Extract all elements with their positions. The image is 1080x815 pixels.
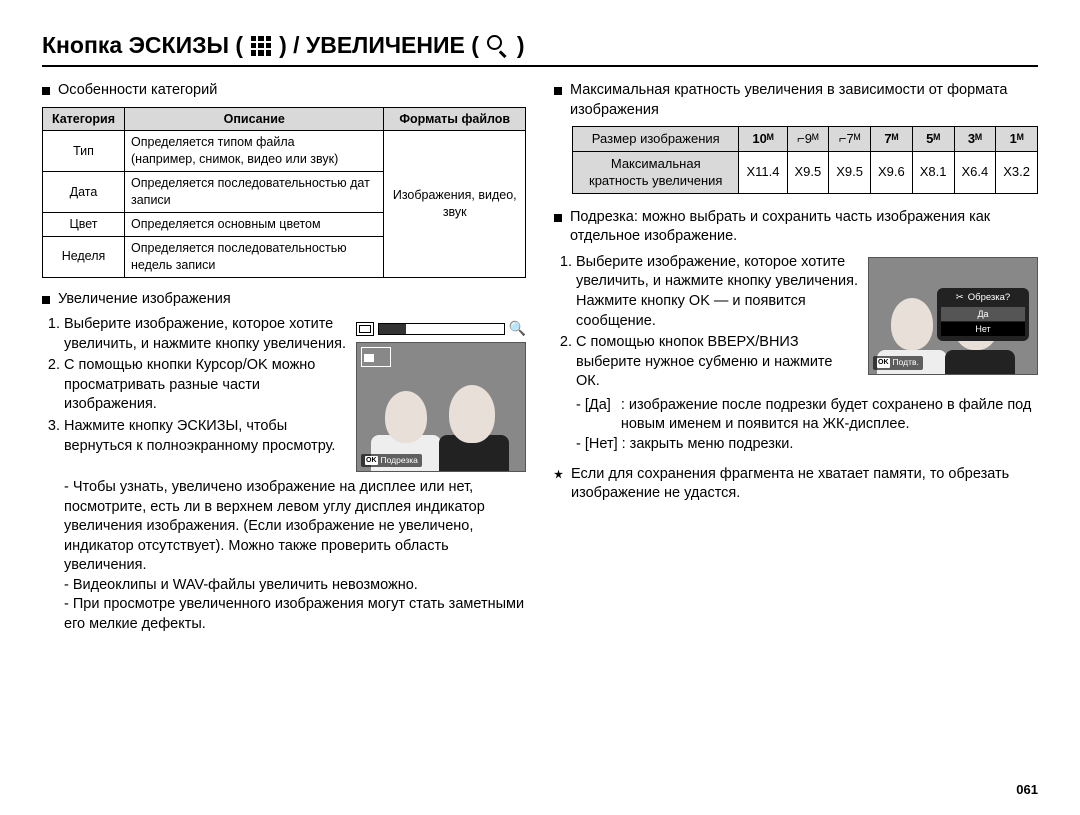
yes-label: - [Да] [576,396,611,435]
page: Кнопка ЭСКИЗЫ ( ) / УВЕЛИЧЕНИЕ ( ) Особе… [0,0,1080,815]
left-column: Особенности категорий Категория Описание… [42,81,526,635]
cat-cell: Неделя [43,236,125,277]
square-bullet-icon [554,87,562,95]
trim-dialog: ✂ Обрезка? Да Нет [937,288,1029,341]
desc-cell: Определяется последовательностью недель … [125,236,384,277]
left-heading-1-text: Особенности категорий [58,81,217,101]
square-bullet-icon [554,214,562,222]
cat-cell: Тип [43,131,125,172]
ratio-label-cell: Максимальная кратность увеличения [573,151,739,193]
desc-cell: Определяется основным цветом [125,212,384,236]
cat-cell: Цвет [43,212,125,236]
zoom-illustration: 🔍 OK Подрезка [356,319,526,472]
dialog-option-no[interactable]: Нет [941,322,1025,336]
size-cell: 1ᴹ [996,127,1038,152]
ratio-cell: X8.1 [912,151,954,193]
no-text: : закрыть меню подрезки. [622,435,794,455]
dash-note-2: - Видеоклипы и WAV-файлы увеличить невоз… [64,576,526,596]
trim-illustration: ✂ Обрезка? Да Нет OK Подтв. [868,257,1038,375]
thumbnail-grid-icon [251,36,271,56]
desc-cell: Определяется типом файла (например, сним… [125,131,384,172]
memory-note-text: Если для сохранения фрагмента не хватает… [571,465,1038,504]
title-part-c: ) [517,32,525,59]
asterisk-icon [554,470,563,479]
viewport-rect-icon [356,322,374,336]
size-cell: 10ᴹ [739,127,787,152]
title-part-b: ) / УВЕЛИЧЕНИЕ ( [279,32,479,59]
right-heading-2: Подрезка: можно выбрать и сохранить част… [554,208,1038,247]
size-cell: ⌐7ᴹ [829,127,871,152]
dialog-title: ✂ Обрезка? [937,292,1029,305]
zoom-track [378,323,505,335]
right-column: Максимальная кратность увеличения в зави… [554,81,1038,635]
size-label-cell: Размер изображения [573,127,739,152]
photo-preview: OK Подрезка [356,342,526,472]
square-bullet-icon [42,296,50,304]
no-label: - [Нет] [576,435,618,455]
desc-cell: Определяется последовательностью дат зап… [125,172,384,213]
categories-table: Категория Описание Форматы файлов Тип Оп… [42,107,526,278]
zoom-region-indicator-icon [361,347,391,367]
th-description: Описание [125,107,384,131]
no-result-row: - [Нет] : закрыть меню подрезки. [576,435,1038,455]
size-cell: 7ᴹ [871,127,913,152]
ok-trim-badge: OK Подрезка [361,454,422,467]
ok-confirm-text: Подтв. [893,357,919,368]
scissors-icon: ✂ [956,292,964,305]
th-formats: Форматы файлов [384,107,526,131]
yes-result-row: - [Да] : изображение после подрезки буде… [576,396,1038,435]
dash-note-3: - При просмотре увеличенного изображения… [64,595,526,634]
ok-trim-text: Подрезка [381,455,418,466]
table-row: Тип Определяется типом файла (например, … [43,131,526,172]
right-heading-1: Максимальная кратность увеличения в зави… [554,81,1038,120]
left-heading-2: Увеличение изображения [42,290,526,310]
ratio-cell: X11.4 [739,151,787,193]
th-category: Категория [43,107,125,131]
title-part-a: Кнопка ЭСКИЗЫ ( [42,32,243,59]
ratio-cell: X9.6 [871,151,913,193]
yes-text: : изображение после подрезки будет сохра… [621,396,1038,435]
ratio-cell: X9.5 [787,151,829,193]
zoom-ratio-table: Размер изображения 10ᴹ ⌐9ᴹ ⌐7ᴹ 7ᴹ 5ᴹ 3ᴹ … [572,126,1038,194]
magnifier-icon [487,35,509,57]
magnifier-small-icon: 🔍 [509,319,526,338]
size-cell: 3ᴹ [954,127,996,152]
zoom-indicator-bar: 🔍 [356,319,526,338]
cat-cell: Дата [43,172,125,213]
right-heading-2-text: Подрезка: можно выбрать и сохранить част… [570,208,1038,247]
ratio-cell: X6.4 [954,151,996,193]
ok-confirm-badge: OK Подтв. [873,356,923,369]
content-columns: Особенности категорий Категория Описание… [42,81,1038,635]
ratio-cell: X3.2 [996,151,1038,193]
size-cell: 5ᴹ [912,127,954,152]
page-number: 061 [536,782,1038,797]
left-heading-1: Особенности категорий [42,81,526,101]
left-heading-2-text: Увеличение изображения [58,290,231,310]
dash-note-1: - Чтобы узнать, увеличено изображение на… [64,478,526,576]
right-heading-1-text: Максимальная кратность увеличения в зави… [570,81,1038,120]
page-title: Кнопка ЭСКИЗЫ ( ) / УВЕЛИЧЕНИЕ ( ) [42,32,1038,67]
ratio-cell: X9.5 [829,151,871,193]
size-cell: ⌐9ᴹ [787,127,829,152]
square-bullet-icon [42,87,50,95]
dialog-option-yes[interactable]: Да [941,307,1025,321]
formats-cell: Изображения, видео, звук [384,131,526,277]
memory-note: Если для сохранения фрагмента не хватает… [554,465,1038,504]
